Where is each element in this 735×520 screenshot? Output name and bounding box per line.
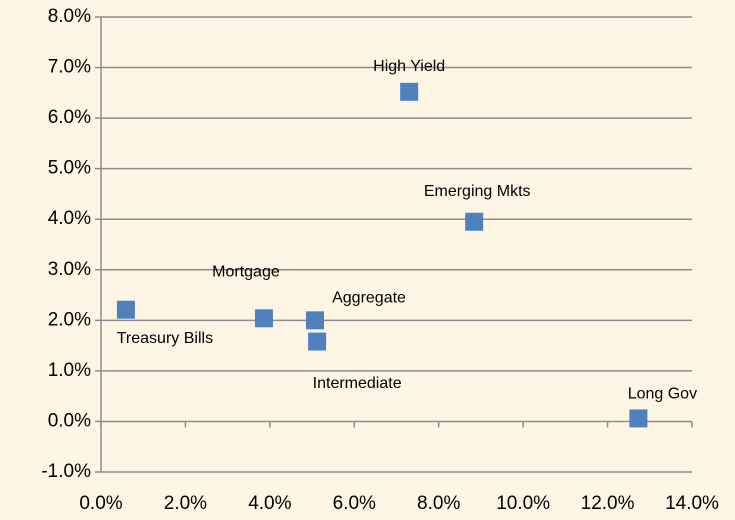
- point: [254, 309, 273, 328]
- point-label: Treasury Bills: [117, 330, 213, 347]
- x-tick-label: 10.0%: [496, 493, 550, 514]
- point-label: High Yield: [373, 58, 445, 75]
- y-tick-label: 4.0%: [48, 208, 91, 229]
- y-tick-label: 3.0%: [48, 259, 91, 280]
- x-tick-label: 0.0%: [79, 493, 122, 514]
- point: [306, 311, 325, 330]
- point-label: Intermediate: [313, 375, 402, 392]
- point-label: Long Gov: [628, 386, 697, 403]
- point: [465, 212, 484, 231]
- y-tick-label: 5.0%: [48, 158, 91, 179]
- y-tick-label: 1.0%: [48, 360, 91, 381]
- point-label: Aggregate: [332, 290, 406, 307]
- point: [308, 332, 327, 351]
- point: [400, 82, 419, 101]
- x-tick-label: 14.0%: [665, 493, 719, 514]
- y-tick-label: 0.0%: [48, 410, 91, 431]
- x-tick-label: 2.0%: [164, 493, 207, 514]
- y-tick-label: 2.0%: [48, 309, 91, 330]
- point-label: Mortgage: [212, 264, 280, 281]
- y-tick-label: 8.0%: [48, 6, 91, 27]
- y-tick-label: -1.0%: [41, 461, 91, 482]
- point: [629, 409, 648, 428]
- x-tick-label: 4.0%: [248, 493, 291, 514]
- x-tick-label: 6.0%: [333, 493, 376, 514]
- point-label: Emerging Mkts: [424, 183, 531, 200]
- x-tick-label: 12.0%: [581, 493, 635, 514]
- y-tick-label: 6.0%: [48, 107, 91, 128]
- y-tick-label: 7.0%: [48, 57, 91, 78]
- point: [116, 300, 135, 319]
- x-tick-label: 8.0%: [417, 493, 460, 514]
